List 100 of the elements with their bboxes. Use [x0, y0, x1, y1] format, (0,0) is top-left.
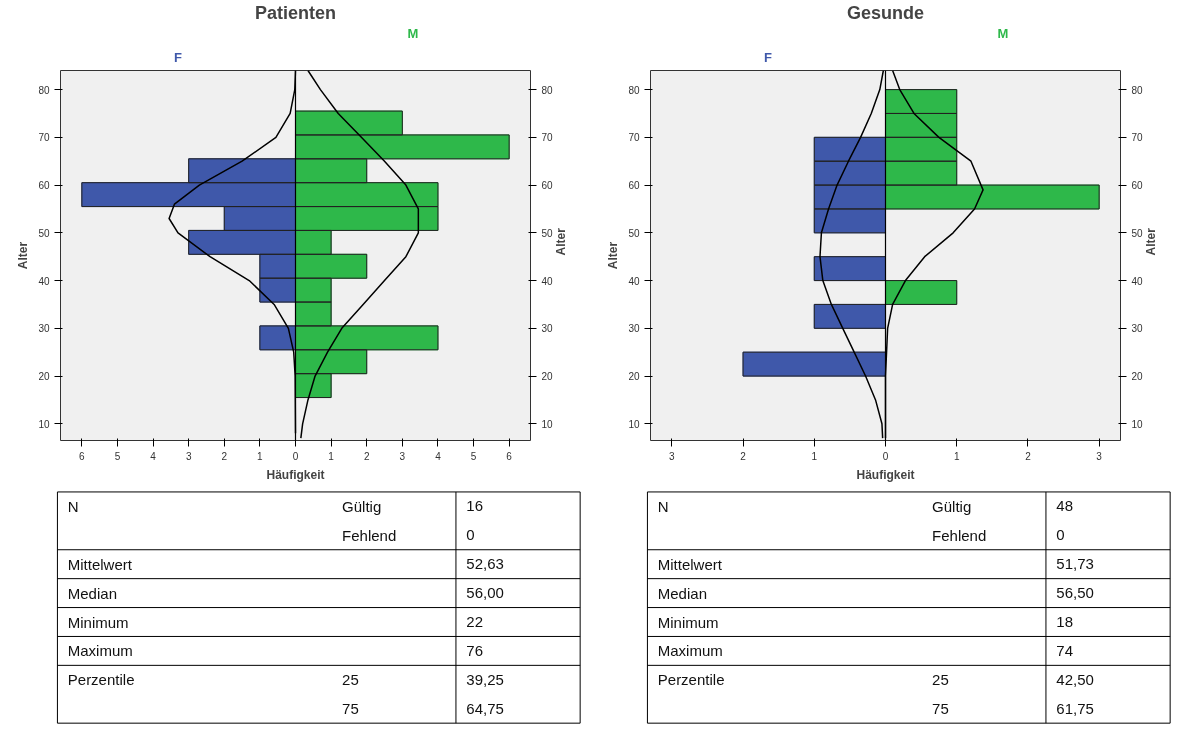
text: M — [997, 25, 1009, 41]
x-tick-label: 6 — [506, 450, 513, 462]
text: F — [174, 49, 183, 65]
text: 64,75 — [466, 699, 504, 717]
x-tick-label: 2 — [1025, 450, 1032, 462]
x-tick-label: 3 — [669, 450, 676, 462]
text: 75 — [932, 699, 949, 717]
text: 0 — [1056, 526, 1065, 544]
text: Fehlend — [342, 526, 397, 544]
y-tick-label: 70 — [38, 132, 50, 144]
text: Minimum — [67, 613, 129, 631]
y2-tick-label: 70 — [1131, 132, 1144, 144]
text: 0 — [466, 526, 475, 544]
x-tick-label: 2 — [221, 450, 228, 462]
x-tick-label: 2 — [740, 450, 747, 462]
y2-tick-label: 80 — [1131, 84, 1144, 96]
x-tick-label: 2 — [363, 450, 370, 462]
y-tick-label: 20 — [628, 371, 640, 383]
text: 18 — [1056, 613, 1073, 630]
text: 25 — [932, 670, 949, 688]
y-tick-label: 50 — [628, 227, 640, 239]
chart-title: Patienten — [254, 2, 337, 23]
y2-tick-label: 60 — [541, 180, 554, 192]
y2-tick-label: 20 — [1131, 371, 1144, 383]
y2-axis-title: Alter — [1143, 227, 1158, 256]
y2-tick-label: 80 — [541, 84, 554, 96]
x-tick-label: 0 — [292, 450, 299, 462]
x-tick-label: 1 — [811, 450, 818, 462]
y-tick-label: 30 — [628, 323, 640, 335]
text: N — [657, 497, 669, 515]
text: 76 — [466, 641, 483, 659]
y2-tick-label: 10 — [541, 418, 554, 430]
x-tick-label: 0 — [882, 450, 889, 462]
y2-tick-label: 50 — [1131, 227, 1144, 239]
x-tick-label: 3 — [399, 450, 406, 462]
y2-tick-label: 30 — [1131, 323, 1144, 335]
y2-tick-label: 70 — [541, 132, 554, 144]
text: Fehlend — [932, 526, 987, 544]
y-tick-label: 40 — [38, 275, 50, 287]
text: 48 — [1056, 497, 1073, 515]
text: 56,50 — [1056, 584, 1094, 602]
y-tick-label: 10 — [38, 418, 50, 430]
y-tick-label: 80 — [628, 84, 640, 96]
text: Mittelwert — [657, 555, 722, 573]
text: 75 — [342, 699, 359, 717]
text: N — [67, 497, 79, 515]
y2-tick-label: 50 — [541, 227, 554, 239]
y2-axis-title: Alter — [553, 227, 568, 256]
y2-tick-label: 40 — [541, 275, 554, 287]
x-axis-title: Häufigkeit — [266, 467, 325, 482]
y-tick-label: 50 — [38, 227, 50, 239]
text: 56,00 — [466, 584, 504, 602]
text: 25 — [342, 670, 359, 688]
x-tick-label: 1 — [328, 450, 335, 462]
text: 51,73 — [1056, 555, 1094, 573]
y-axis-title: Alter — [16, 241, 31, 270]
text: 61,75 — [1056, 699, 1094, 717]
y-tick-label: 80 — [38, 84, 50, 96]
text: Maximum — [67, 642, 133, 660]
text: Perzentile — [657, 671, 725, 689]
y2-tick-label: 20 — [541, 371, 554, 383]
y2-tick-label: 60 — [1131, 180, 1144, 192]
x-tick-label: 6 — [79, 450, 86, 462]
text: Median — [657, 584, 707, 602]
text: Minimum — [657, 613, 719, 631]
text: 74 — [1056, 641, 1073, 659]
x-tick-label: 4 — [435, 450, 442, 462]
y-tick-label: 60 — [38, 180, 50, 192]
text: 16 — [466, 497, 483, 515]
text: 42,50 — [1056, 670, 1094, 688]
x-tick-label: 3 — [185, 450, 192, 462]
y2-tick-label: 10 — [1131, 418, 1144, 430]
x-tick-label: 5 — [114, 450, 121, 462]
y-tick-label: 70 — [628, 132, 640, 144]
text: Mittelwert — [67, 555, 132, 573]
text: Gültig — [932, 497, 972, 515]
x-tick-label: 3 — [1096, 450, 1103, 462]
text: Median — [67, 584, 117, 602]
x-tick-label: 1 — [953, 450, 960, 462]
y-tick-label: 10 — [628, 418, 640, 430]
text: Maximum — [657, 642, 723, 660]
text: Perzentile — [67, 671, 135, 689]
x-tick-label: 4 — [150, 450, 157, 462]
text: 52,63 — [466, 555, 504, 573]
y-tick-label: 30 — [38, 323, 50, 335]
y-tick-label: 40 — [628, 275, 640, 287]
y2-tick-label: 30 — [541, 323, 554, 335]
text: F — [764, 49, 773, 65]
y-axis-title: Alter — [606, 241, 621, 270]
text: 22 — [466, 613, 483, 630]
x-tick-label: 1 — [257, 450, 264, 462]
y-tick-label: 20 — [38, 371, 50, 383]
y2-tick-label: 40 — [1131, 275, 1144, 287]
text: Gültig — [342, 497, 382, 515]
x-axis-title: Häufigkeit — [856, 467, 915, 482]
text: M — [407, 25, 419, 41]
x-tick-label: 5 — [470, 450, 477, 462]
y-tick-label: 60 — [628, 180, 640, 192]
text: 39,25 — [466, 670, 504, 688]
chart-title: Gesunde — [846, 2, 925, 23]
